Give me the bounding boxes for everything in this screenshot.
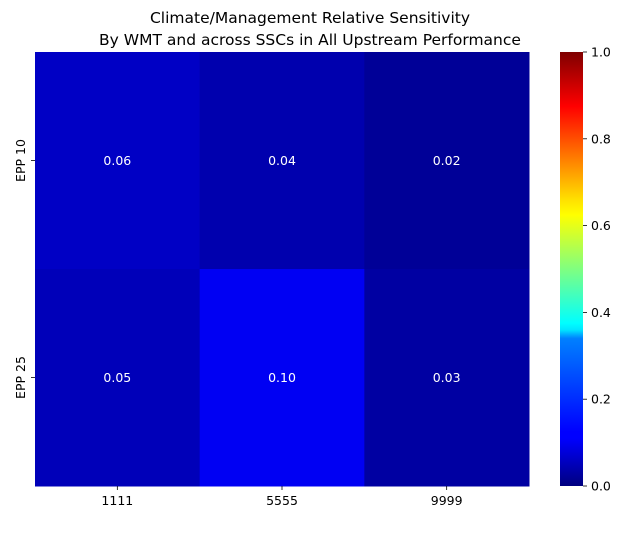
heatmap-cell	[364, 269, 530, 487]
heatmap-cell	[199, 269, 365, 487]
chart-subtitle: By WMT and across SSCs in All Upstream P…	[99, 31, 521, 49]
colorbar-tick-label: 0.6	[591, 218, 611, 233]
chart-title: Climate/Management Relative Sensitivity	[150, 9, 470, 27]
x-tick-label: 5555	[266, 493, 298, 508]
heatmap-cell-labels: 0.06 0.04 0.02 0.05 0.10 0.03	[103, 153, 460, 385]
colorbar-gradient	[560, 52, 583, 486]
heatmap-cell	[35, 269, 201, 487]
x-axis-ticks: 1111 5555 9999	[101, 486, 463, 508]
heatmap-cell-value: 0.04	[268, 153, 296, 168]
colorbar-ticks: 0.0 0.2 0.4 0.6 0.8 1.0	[583, 45, 611, 494]
heatmap-cell-value: 0.02	[433, 153, 461, 168]
heatmap-cell	[364, 52, 530, 270]
y-axis-ticks: EPP 10 EPP 25	[13, 139, 35, 399]
heatmap-cells	[35, 52, 530, 487]
colorbar-tick-label: 0.8	[591, 131, 611, 146]
heatmap-cell-value: 0.03	[433, 370, 461, 385]
colorbar-tick-label: 0.4	[591, 305, 611, 320]
heatmap-cell	[199, 52, 365, 270]
heatmap-cell-value: 0.10	[268, 370, 296, 385]
x-tick-label: 9999	[431, 493, 463, 508]
heatmap-cell-value: 0.05	[103, 370, 131, 385]
x-tick-label: 1111	[101, 493, 133, 508]
y-tick-label: EPP 25	[13, 356, 28, 399]
colorbar-tick-label: 0.2	[591, 392, 611, 407]
colorbar-tick-label: 1.0	[591, 45, 611, 60]
y-tick-label: EPP 10	[13, 139, 28, 182]
heatmap-cell	[35, 52, 201, 270]
colorbar: 0.0 0.2 0.4 0.6 0.8 1.0	[560, 45, 611, 494]
colorbar-tick-label: 0.0	[591, 479, 611, 494]
heatmap-cell-value: 0.06	[103, 153, 131, 168]
